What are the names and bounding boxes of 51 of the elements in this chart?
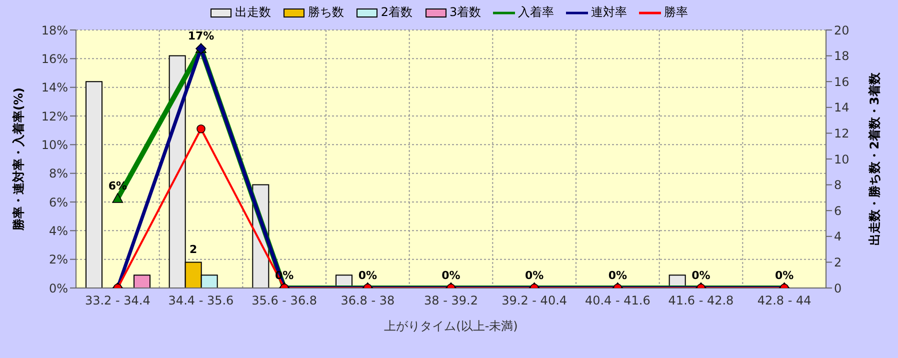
y-tick-label: 10% — [41, 138, 68, 152]
x-tick-label: 36.8 - 38 — [340, 294, 395, 308]
point — [196, 124, 206, 134]
y-tick-label: 0% — [48, 281, 68, 296]
legend-label: 2着数 — [380, 4, 412, 21]
bar — [86, 81, 102, 288]
y2-axis-title: 出走数・勝ち数・2着数・3着数 — [867, 72, 882, 246]
legend-label: 勝率 — [664, 4, 688, 21]
y-tick-label: 6% — [48, 195, 68, 210]
legend-label: 入着率 — [518, 4, 554, 21]
y-tick-label: 16% — [41, 52, 68, 66]
x-axis-title: 上がりタイム(以上-未満) — [384, 319, 518, 333]
x-tick-label: 40.4 - 41.6 — [584, 294, 650, 308]
x-tick-label: 39.2 - 40.4 — [502, 294, 568, 308]
y2-tick-label: 0 — [834, 281, 842, 296]
bar — [134, 274, 150, 288]
y-tick-label: 2% — [48, 252, 68, 267]
y-tick-label: 14% — [41, 80, 68, 95]
legend-label: 出走数 — [234, 4, 271, 21]
y2-tick-label: 8 — [834, 178, 842, 192]
y-tick-label: 12% — [41, 109, 68, 124]
y2-tick-label: 2 — [834, 255, 842, 270]
x-tick-label: 38 - 39.2 — [424, 294, 478, 308]
y-tick-label: 8% — [48, 166, 68, 181]
y-axis-title: 勝率・連対率・入着率(%) — [11, 88, 26, 232]
x-tick-label: 42.8 - 44 — [757, 294, 812, 308]
x-tick-label: 41.6 - 42.8 — [668, 294, 734, 308]
data-label: 2 — [190, 243, 198, 256]
data-label: 0% — [692, 269, 710, 282]
data-label: 0% — [524, 269, 544, 282]
y2-tick-label: 12 — [834, 126, 850, 140]
y2-tick-label: 16 — [834, 74, 850, 89]
y-tick-label: 18% — [41, 23, 68, 38]
data-label: 0% — [442, 269, 460, 282]
x-tick-label: 33.2 - 34.4 — [84, 294, 150, 308]
data-label: 17% — [188, 30, 214, 43]
legend-label: 連対率 — [591, 4, 628, 21]
y2-tick-label: 10 — [834, 152, 850, 166]
y2-tick-label: 20 — [834, 23, 850, 38]
data-label: 0% — [608, 269, 628, 282]
data-label: 0% — [774, 269, 794, 282]
legend-label: 3着数 — [450, 4, 482, 21]
y2-tick-label: 14 — [834, 100, 850, 115]
x-tick-label: 35.6 - 36.8 — [252, 294, 318, 308]
y2-tick-label: 18 — [834, 49, 850, 64]
y2-tick-label: 4 — [834, 230, 842, 244]
data-label: 0% — [358, 269, 378, 282]
legend-label: 勝ち数 — [308, 4, 344, 21]
x-tick-label: 34.4 - 35.6 — [168, 294, 234, 308]
y2-tick-label: 6 — [834, 204, 842, 218]
y-tick-label: 4% — [48, 224, 68, 238]
